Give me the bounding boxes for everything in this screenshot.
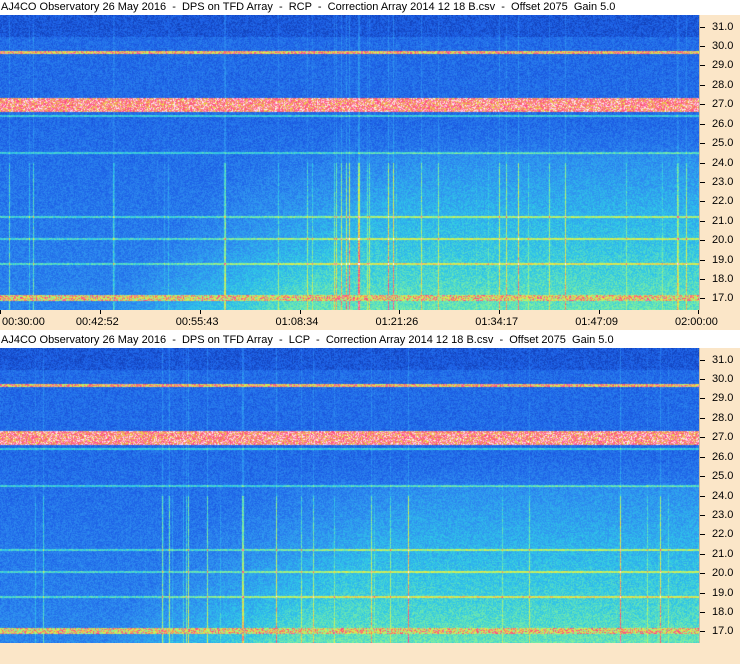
- panel-title: AJ4CO Observatory 26 May 2016 - DPS on T…: [1, 334, 614, 346]
- x-tick-label: 00:30:00: [2, 316, 45, 328]
- y-tick: [700, 65, 705, 67]
- x-tick-label: 01:08:34: [275, 316, 319, 328]
- y-tick: [700, 456, 705, 458]
- y-tick-label: 30.0: [712, 373, 734, 386]
- y-tick: [700, 104, 705, 106]
- x-tick-label: 02:00:00: [675, 316, 718, 328]
- y-tick-label: 18.0: [712, 272, 734, 285]
- y-tick: [700, 26, 705, 28]
- y-tick-label: 20.0: [712, 234, 734, 247]
- x-tick: [399, 310, 401, 314]
- y-tick: [700, 123, 705, 125]
- x-tick: [299, 310, 301, 314]
- y-tick: [700, 417, 705, 419]
- panel-title: AJ4CO Observatory 26 May 2016 - DPS on T…: [1, 1, 616, 13]
- y-tick-label: 20.0: [712, 567, 734, 580]
- y-tick: [700, 437, 705, 439]
- y-tick-label: 25.0: [712, 470, 734, 483]
- y-tick: [700, 398, 705, 400]
- x-tick-label: 00:55:43: [175, 316, 219, 328]
- y-tick: [700, 476, 705, 478]
- y-tick-label: 23.0: [712, 175, 734, 188]
- y-tick-label: 31.0: [712, 20, 734, 33]
- y-tick-label: 19.0: [712, 586, 734, 599]
- y-tick: [700, 181, 705, 183]
- y-tick: [700, 514, 705, 516]
- y-tick: [700, 573, 705, 575]
- y-tick: [700, 611, 705, 613]
- y-tick-label: 24.0: [712, 156, 734, 169]
- y-tick-label: 28.0: [712, 78, 734, 91]
- y-tick: [700, 162, 705, 164]
- x-tick: [0, 310, 1, 314]
- y-tick-label: 29.0: [712, 392, 734, 405]
- y-tick-label: 22.0: [712, 195, 734, 208]
- y-tick-label: 17.0: [712, 292, 734, 305]
- x-tick: [499, 310, 501, 314]
- y-tick: [700, 84, 705, 86]
- y-tick-label: 21.0: [712, 214, 734, 227]
- y-tick: [700, 46, 705, 48]
- spectrogram-plot: [0, 15, 699, 310]
- lcp-panel: AJ4CO Observatory 26 May 2016 - DPS on T…: [0, 333, 740, 664]
- x-tick-label: 01:34:17: [475, 316, 519, 328]
- y-tick-label: 19.0: [712, 253, 734, 266]
- y-tick: [700, 359, 705, 361]
- x-tick: [199, 310, 201, 314]
- x-tick-label: 01:47:09: [575, 316, 619, 328]
- y-tick: [700, 240, 705, 242]
- y-tick: [700, 534, 705, 536]
- y-tick-label: 27.0: [712, 98, 734, 111]
- spectrogram-heatmap: [0, 348, 699, 643]
- spectrogram-heatmap: [0, 15, 699, 310]
- y-tick: [700, 143, 705, 145]
- y-tick: [700, 278, 705, 280]
- x-tick: [99, 310, 101, 314]
- spectrogram-plot: [0, 348, 699, 643]
- x-tick-label: 00:42:52: [75, 316, 119, 328]
- y-tick-label: 17.0: [712, 625, 734, 638]
- y-tick: [700, 201, 705, 203]
- y-tick-label: 24.0: [712, 489, 734, 502]
- y-tick-label: 18.0: [712, 605, 734, 618]
- y-tick-label: 21.0: [712, 547, 734, 560]
- y-tick-label: 27.0: [712, 431, 734, 444]
- y-tick-label: 30.0: [712, 40, 734, 53]
- time-axis: [0, 643, 740, 664]
- x-tick: [698, 310, 699, 314]
- y-tick: [700, 553, 705, 555]
- x-tick: [599, 310, 601, 314]
- y-tick: [700, 379, 705, 381]
- y-tick-label: 26.0: [712, 117, 734, 130]
- y-tick-label: 22.0: [712, 528, 734, 541]
- y-tick-label: 26.0: [712, 450, 734, 463]
- y-tick: [700, 220, 705, 222]
- y-tick-label: 23.0: [712, 508, 734, 521]
- y-tick: [700, 298, 705, 300]
- y-tick: [700, 631, 705, 633]
- y-tick: [700, 259, 705, 261]
- x-tick-label: 01:21:26: [375, 316, 419, 328]
- frequency-axis: 31.0 30.0 29.0 28.0 27.0 26.0 25.0 24.0 23.0 22.0…: [699, 348, 740, 643]
- y-tick: [700, 495, 705, 497]
- frequency-axis: 31.0 30.0 29.0 28.0 27.0 26.0 25.0 24.0 23.0 22.0…: [699, 15, 740, 310]
- time-axis: 00:30:00 00:42:52 00:55:43 01:08:34 01:21:26…: [0, 310, 740, 330]
- y-tick-label: 28.0: [712, 411, 734, 424]
- y-tick: [700, 592, 705, 594]
- y-tick-label: 31.0: [712, 353, 734, 366]
- y-tick-label: 29.0: [712, 59, 734, 72]
- y-tick-label: 25.0: [712, 137, 734, 150]
- rcp-panel: AJ4CO Observatory 26 May 2016 - DPS on T…: [0, 0, 740, 330]
